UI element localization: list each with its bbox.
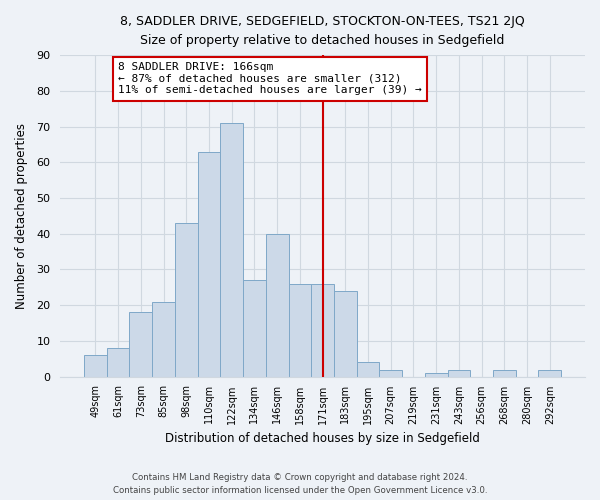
Bar — [425, 373, 448, 376]
Bar — [493, 370, 516, 376]
Y-axis label: Number of detached properties: Number of detached properties — [15, 123, 28, 309]
Bar — [379, 370, 402, 376]
Bar — [538, 370, 561, 376]
Bar — [266, 234, 289, 376]
Bar — [356, 362, 379, 376]
Bar — [107, 348, 130, 376]
Title: 8, SADDLER DRIVE, SEDGEFIELD, STOCKTON-ON-TEES, TS21 2JQ
Size of property relati: 8, SADDLER DRIVE, SEDGEFIELD, STOCKTON-O… — [120, 15, 525, 47]
Bar — [84, 355, 107, 376]
Bar — [197, 152, 220, 376]
Text: 8 SADDLER DRIVE: 166sqm
← 87% of detached houses are smaller (312)
11% of semi-d: 8 SADDLER DRIVE: 166sqm ← 87% of detache… — [118, 62, 422, 96]
Bar — [130, 312, 152, 376]
Bar — [334, 291, 356, 376]
Bar — [289, 284, 311, 376]
Bar — [243, 280, 266, 376]
Bar — [311, 284, 334, 376]
X-axis label: Distribution of detached houses by size in Sedgefield: Distribution of detached houses by size … — [165, 432, 480, 445]
Bar — [175, 223, 197, 376]
Bar — [152, 302, 175, 376]
Bar — [220, 123, 243, 376]
Text: Contains HM Land Registry data © Crown copyright and database right 2024.
Contai: Contains HM Land Registry data © Crown c… — [113, 474, 487, 495]
Bar — [448, 370, 470, 376]
